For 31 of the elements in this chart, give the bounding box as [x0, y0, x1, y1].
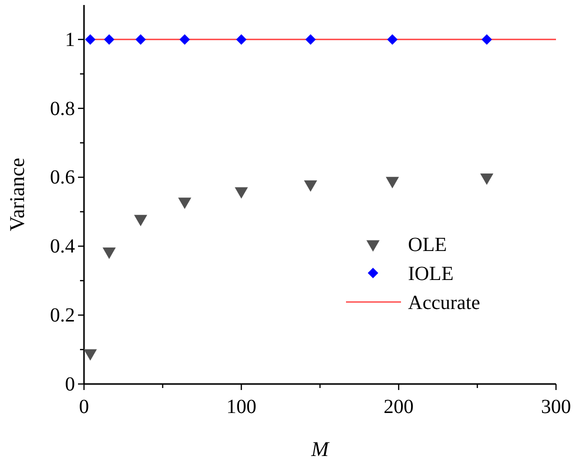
- point: [102, 248, 116, 259]
- point: [305, 34, 316, 45]
- point: [236, 34, 247, 45]
- point: [84, 349, 97, 361]
- y-tick-label: 0.2: [50, 304, 75, 326]
- point: [480, 173, 494, 185]
- y-tick-label: 0.6: [50, 166, 75, 189]
- point: [304, 180, 318, 192]
- x-axis-title: M: [310, 437, 330, 461]
- point: [178, 198, 192, 209]
- y-tick-label: 1: [65, 28, 75, 51]
- legend-label: IOLE: [408, 263, 454, 285]
- point: [234, 187, 248, 199]
- point: [482, 34, 492, 45]
- legend-label: Accurate: [408, 292, 480, 314]
- legend-label: OLE: [408, 234, 447, 256]
- x-tick-label: 200: [384, 396, 414, 418]
- point: [179, 34, 190, 45]
- point: [387, 34, 398, 45]
- x-tick-label: 0: [79, 396, 89, 418]
- y-axis-title: Variance: [5, 158, 29, 232]
- point: [85, 34, 96, 45]
- y-tick-label: 0.4: [50, 236, 75, 258]
- y-tick-label: 0: [65, 373, 75, 396]
- point: [134, 214, 148, 226]
- point: [135, 34, 146, 45]
- y-tick-label: 0.8: [50, 98, 75, 120]
- point: [104, 34, 114, 45]
- point: [386, 176, 399, 188]
- x-tick-label: 100: [226, 396, 256, 418]
- x-tick-label: 300: [541, 396, 571, 418]
